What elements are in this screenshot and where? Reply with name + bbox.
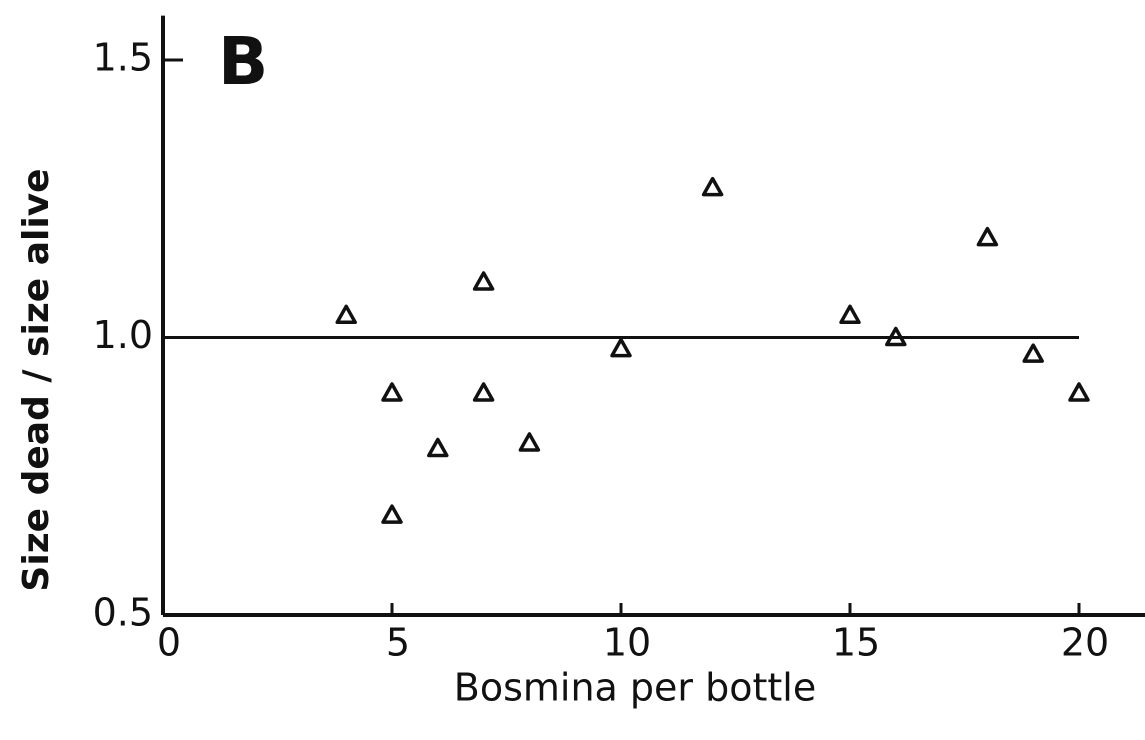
point [381,382,403,402]
x-tick-label: 0 [157,621,181,665]
point [610,337,632,358]
point [976,226,999,247]
point [472,271,495,291]
point [381,504,403,524]
panel-label: B [218,23,268,100]
point [839,304,861,325]
point [1022,343,1044,363]
x-tick-label: 10 [603,621,651,665]
x-tick-label: 15 [832,621,880,665]
point [1068,382,1090,402]
point [518,432,541,452]
y-axis-label: Size dead / size alive [16,168,57,591]
x-tick-label: 5 [386,621,410,665]
point [472,382,495,402]
y-tick-label: 1.0 [93,313,153,357]
x-axis-label: Bosmina per bottle [454,666,816,710]
y-tick-label: 0.5 [93,591,153,635]
point [427,437,449,458]
point [335,304,357,325]
x-tick-label: 20 [1061,621,1109,665]
y-tick-label: 1.5 [93,36,153,80]
point [701,176,724,197]
point [885,326,907,347]
